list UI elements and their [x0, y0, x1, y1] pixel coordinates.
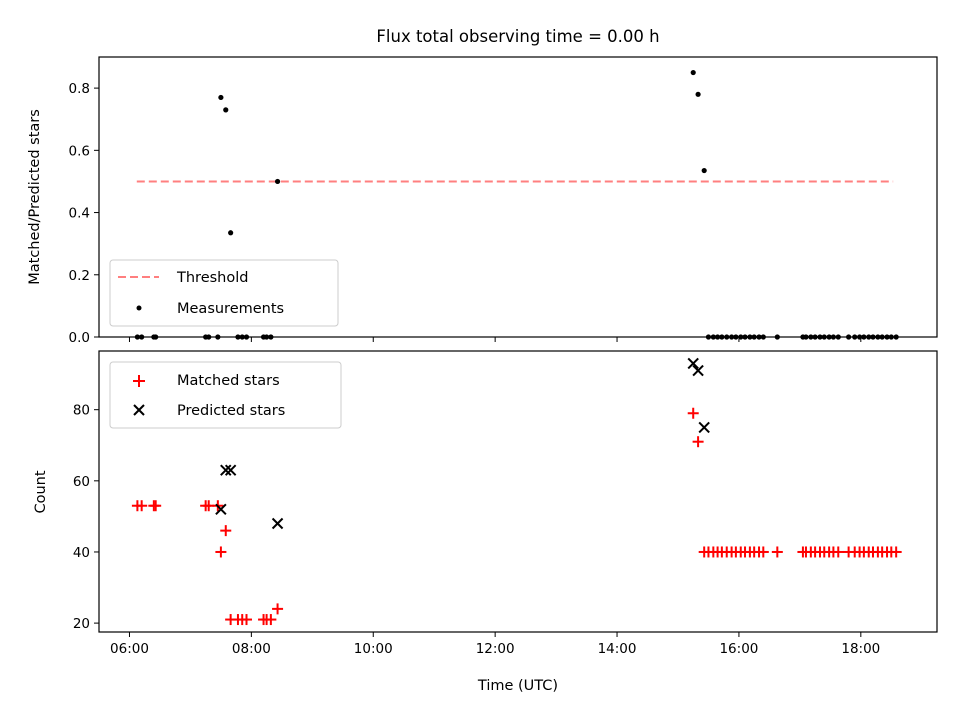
x-tick-label: 06:00 [110, 641, 149, 657]
x-tick-label: 18:00 [841, 641, 880, 657]
bottom-legend-box [109, 361, 342, 429]
bottom-plot-marks [131, 357, 902, 626]
predicted-star-point [215, 503, 227, 515]
matched-star-point [272, 603, 284, 615]
matched-star-point [215, 546, 227, 558]
legend-matched-label: Matched stars [177, 373, 280, 389]
chart-title: Flux total observing time = 0.00 h [376, 27, 659, 46]
measurement-point [218, 94, 224, 101]
y-tick-label: 0.0 [69, 330, 90, 346]
top-legend-box [109, 259, 339, 327]
matched-star-point [220, 525, 232, 537]
legend-matched-swatch [133, 375, 145, 387]
matched-star-point [832, 546, 844, 558]
measurement-point [701, 167, 707, 174]
y-tick-label: 60 [73, 474, 90, 490]
legend-measurements-swatch [136, 305, 142, 311]
top-axes: 0.0 0.2 0.4 0.6 0.8 [69, 81, 862, 346]
x-tick-label: 12:00 [476, 641, 515, 657]
legend-predicted-label: Predicted stars [177, 403, 285, 419]
matched-star-point [150, 500, 162, 512]
measurement-point [274, 178, 281, 185]
bottom-legend: Matched stars Predicted stars [109, 361, 342, 429]
measurement-point [223, 107, 229, 113]
predicted-star-point [224, 464, 237, 476]
measurement-point [695, 91, 701, 97]
x-axis-label: Time (UTC) [477, 678, 558, 694]
matched-star-point [136, 500, 148, 512]
predicted-star-point [698, 421, 710, 434]
top-subplot: Flux total observing time = 0.00 h 0.00.… [27, 27, 938, 346]
matched-star-point [265, 614, 277, 626]
measurement-point [690, 69, 696, 76]
matched-star-point [687, 407, 699, 419]
top-legend: Threshold Measurements [109, 259, 339, 327]
y-tick-label: 0.2 [69, 268, 90, 284]
bottom-subplot: 20 40 60 80 06:00 08:00 10:00 12:00 14:00 16:00 18… [33, 350, 938, 694]
legend-measurements-label: Measurements [177, 301, 284, 317]
y-tick-label: 0.8 [69, 81, 90, 97]
bottom-y-axis-label: Count [33, 470, 49, 513]
x-tick-label: 16:00 [719, 641, 758, 657]
predicted-star-point [692, 364, 704, 377]
matched-star-point [771, 546, 783, 558]
top-y-axis-label: Matched/Predicted stars [27, 109, 43, 285]
y-tick-label: 20 [73, 616, 90, 632]
legend-predicted-swatch [133, 404, 145, 416]
matched-star-point [240, 614, 252, 626]
y-tick-label: 0.6 [69, 143, 90, 159]
x-tick-label: 14:00 [598, 641, 637, 657]
bottom-axes: 20 40 60 80 06:00 08:00 10:00 12:00 14:00 16:00 18… [73, 403, 880, 657]
legend-threshold-label: Threshold [176, 270, 248, 286]
predicted-star-point [687, 357, 699, 370]
y-tick-label: 80 [73, 403, 90, 419]
matched-star-point [890, 546, 902, 558]
x-tick-label: 10:00 [354, 641, 393, 657]
predicted-star-point [271, 517, 284, 530]
top-plot-frame [98, 56, 938, 338]
measurement-point [228, 230, 234, 236]
y-tick-label: 40 [73, 545, 90, 561]
y-tick-label: 0.4 [69, 206, 90, 222]
matched-star-point [757, 546, 769, 558]
predicted-star-point [220, 464, 232, 476]
matched-star-point [692, 436, 704, 448]
bottom-plot-frame [98, 350, 938, 633]
x-tick-label: 08:00 [232, 641, 271, 657]
